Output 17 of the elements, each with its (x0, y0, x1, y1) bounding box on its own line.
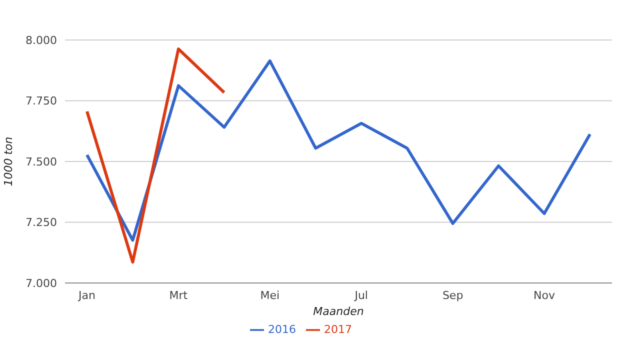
x-axis-title: Maanden (313, 305, 364, 318)
line-series (86, 47, 226, 264)
y-tick-label: 7.000 (26, 276, 57, 290)
legend-label: 2017 (324, 323, 352, 336)
x-tick-label: Jul (354, 288, 368, 302)
x-tick-label: Mrt (169, 288, 188, 302)
y-tick-label: 8.000 (26, 34, 57, 47)
legend-label: 2016 (268, 323, 296, 336)
line-series (86, 59, 592, 242)
y-tick-label: 7.250 (26, 216, 57, 230)
y-tick-label: 7.750 (26, 94, 57, 108)
y-tick-label: 7.500 (26, 155, 57, 168)
x-tick-label: Nov (534, 288, 556, 302)
x-tick-label: Sep (442, 288, 464, 302)
x-tick-label: Mei (260, 288, 280, 302)
x-tick-label: Jan (78, 288, 96, 302)
y-axis-title: 1000 ton (2, 136, 15, 186)
